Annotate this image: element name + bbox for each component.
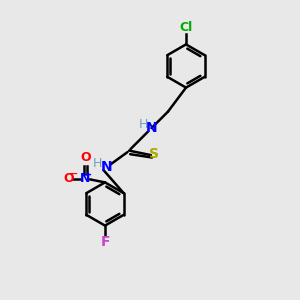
Text: N: N	[101, 160, 112, 174]
Text: N: N	[146, 121, 157, 135]
Text: H: H	[93, 157, 102, 170]
Text: H: H	[138, 118, 148, 131]
Text: Cl: Cl	[179, 21, 193, 34]
Text: F: F	[100, 235, 110, 249]
Text: N: N	[80, 172, 90, 185]
Text: S: S	[149, 148, 160, 161]
Text: +: +	[84, 170, 93, 180]
Text: O: O	[64, 172, 74, 185]
Text: −: −	[68, 169, 78, 179]
Text: O: O	[80, 151, 91, 164]
